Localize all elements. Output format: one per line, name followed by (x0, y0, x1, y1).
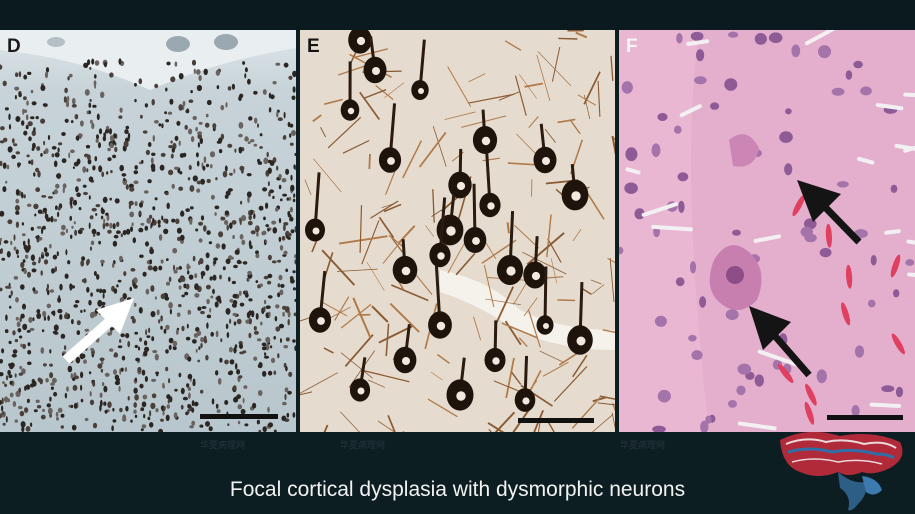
panel-label-f: F (626, 36, 638, 57)
top-bar (0, 0, 915, 30)
panel-e-image: E (300, 30, 615, 432)
arrow-black-icon (797, 180, 862, 245)
scale-bar-d (200, 414, 278, 419)
scale-bar-f (827, 415, 903, 420)
arrow-white-icon (62, 298, 134, 364)
panel-f-image: F (619, 30, 915, 432)
scale-bar-e (518, 418, 594, 423)
panel-d-micrograph (0, 30, 296, 432)
panel-e-micrograph (300, 30, 615, 432)
brain-logo-icon (780, 432, 903, 511)
arrow-black-icon (749, 306, 812, 378)
panel-d-image: D (0, 30, 296, 432)
panel-label-d: D (7, 36, 21, 57)
watermark: 华夏病理网 (200, 440, 246, 450)
panel-f-micrograph (619, 30, 915, 432)
watermark: 华夏病理网 (340, 440, 386, 450)
caption: Focal cortical dysplasia with dysmorphic… (229, 478, 686, 501)
panel-label-e: E (307, 36, 320, 57)
watermark: 华夏病理网 (620, 440, 666, 450)
